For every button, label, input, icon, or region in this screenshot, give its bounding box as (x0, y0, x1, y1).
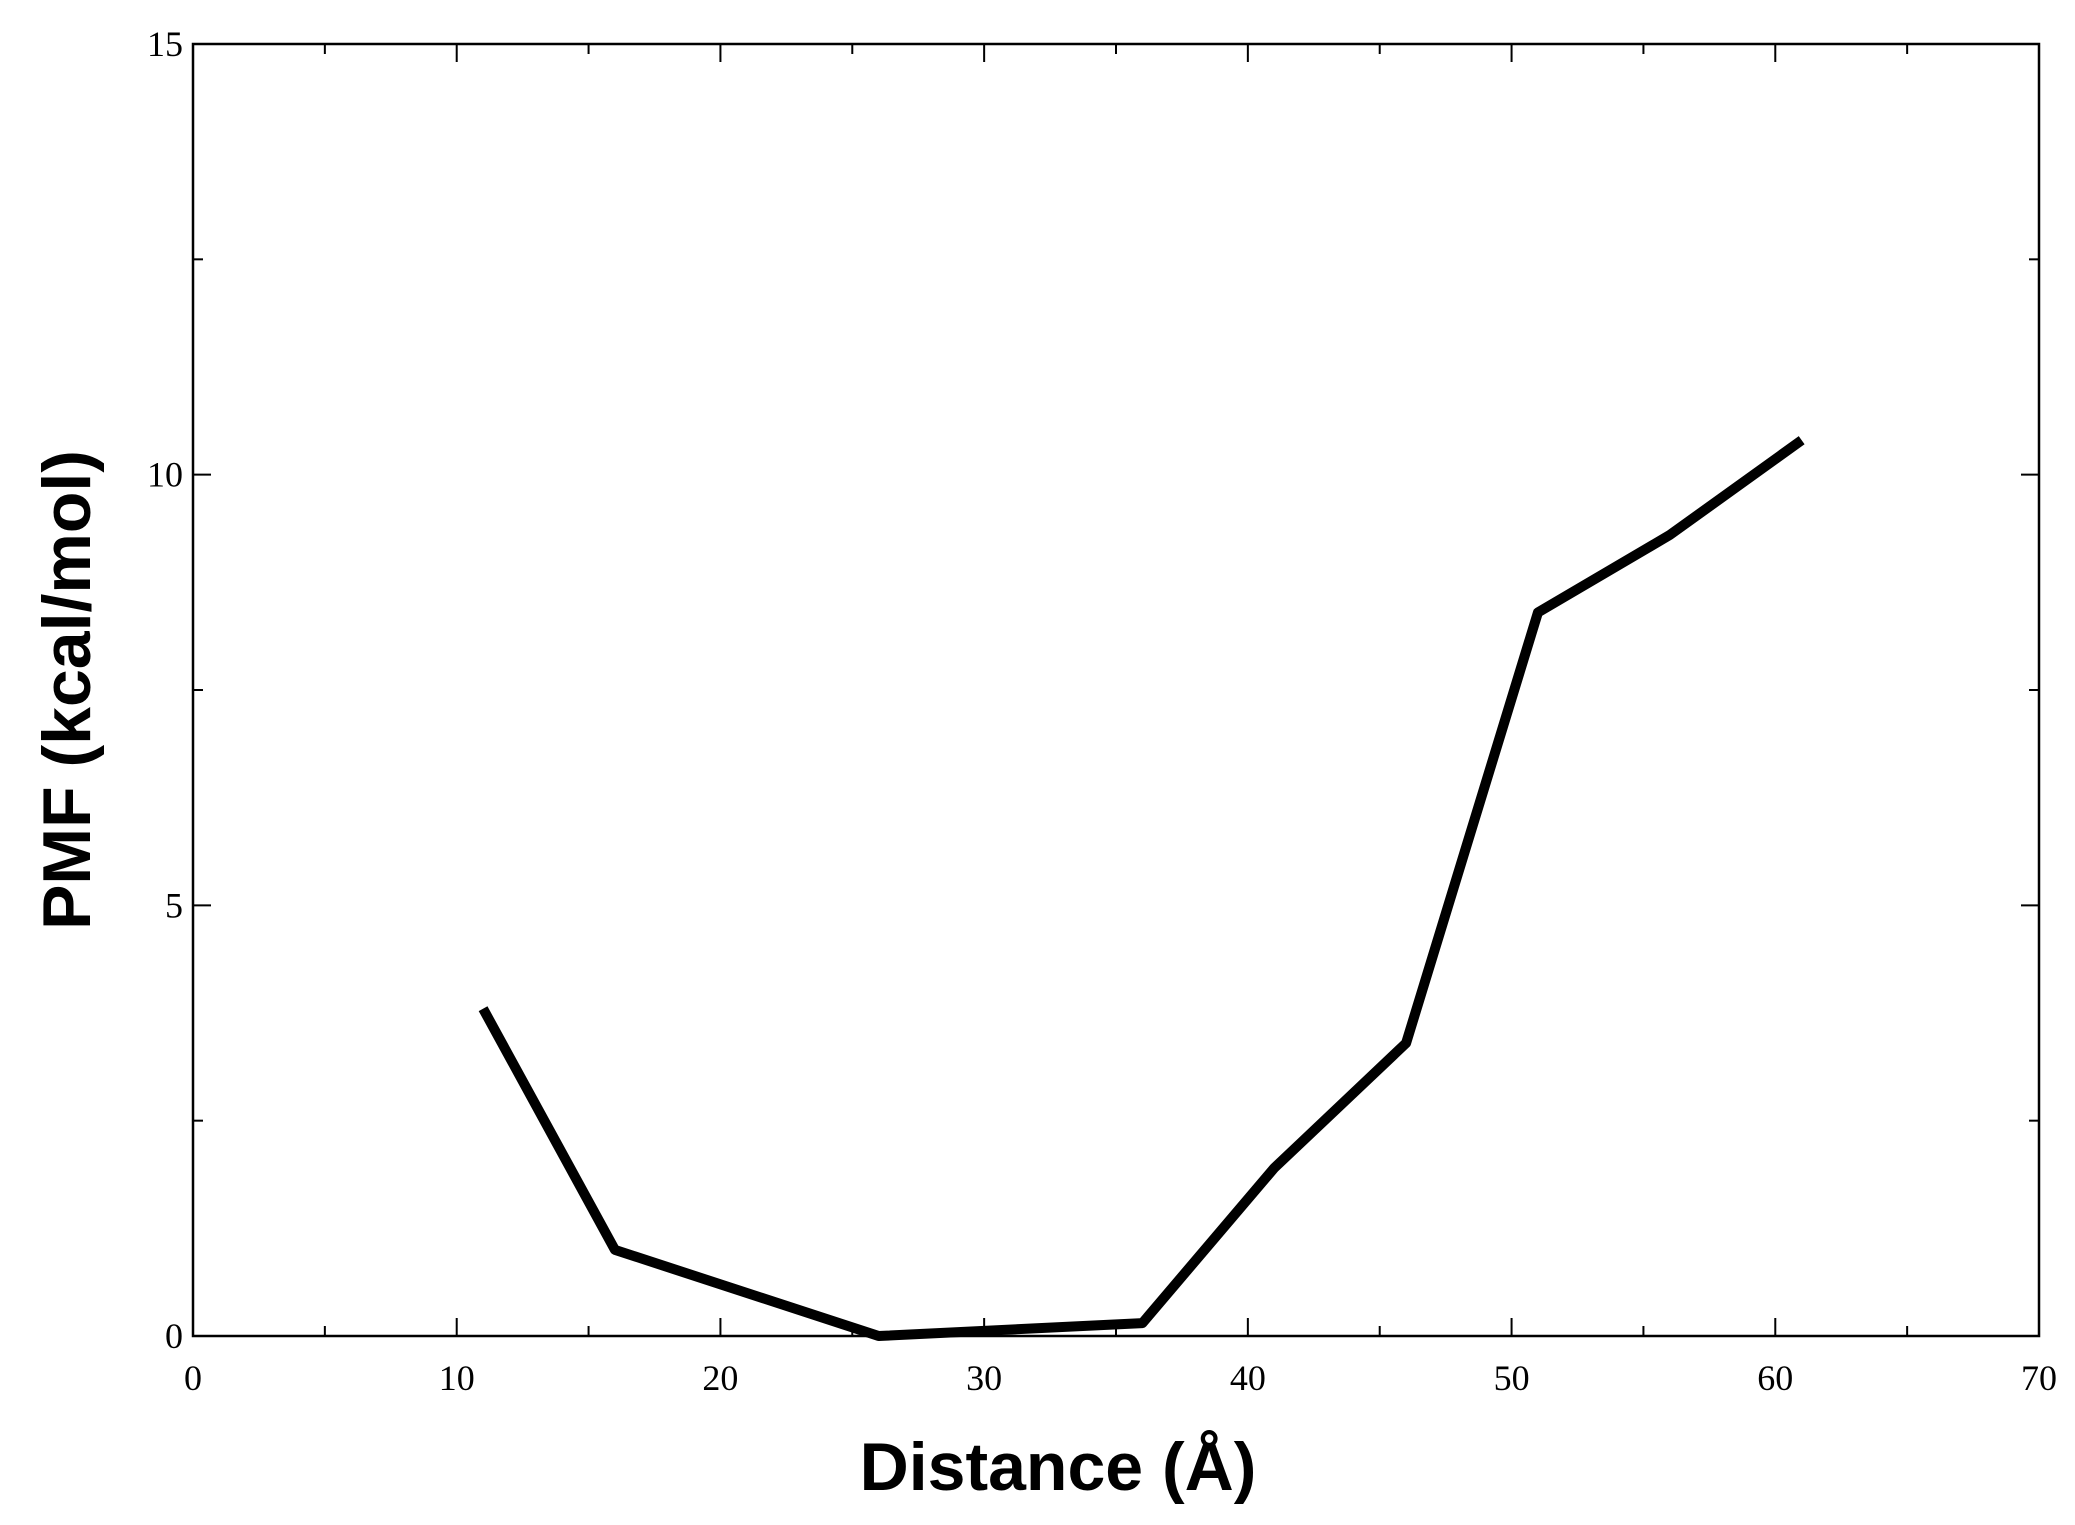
x-tick-label: 40 (1230, 1358, 1266, 1398)
x-tick-label: 70 (2021, 1358, 2057, 1398)
x-tick-label: 0 (184, 1358, 202, 1398)
plot-frame (191, 42, 2041, 1338)
y-tick-label: 5 (165, 885, 183, 925)
x-tick-label: 10 (439, 1358, 475, 1398)
x-tick-label: 60 (1757, 1358, 1793, 1398)
x-tick-label: 50 (1494, 1358, 1530, 1398)
x-tick-label: 20 (702, 1358, 738, 1398)
y-axis-label: PMF (kcal/mol) (29, 450, 105, 930)
y-tick-label: 10 (147, 455, 183, 495)
y-tick-label: 0 (165, 1316, 183, 1356)
data-line (478, 436, 1805, 1341)
y-tick-label: 15 (147, 24, 183, 64)
x-tick-label: 30 (966, 1358, 1002, 1398)
x-axis-label: Distance (Å) (860, 1429, 1257, 1505)
